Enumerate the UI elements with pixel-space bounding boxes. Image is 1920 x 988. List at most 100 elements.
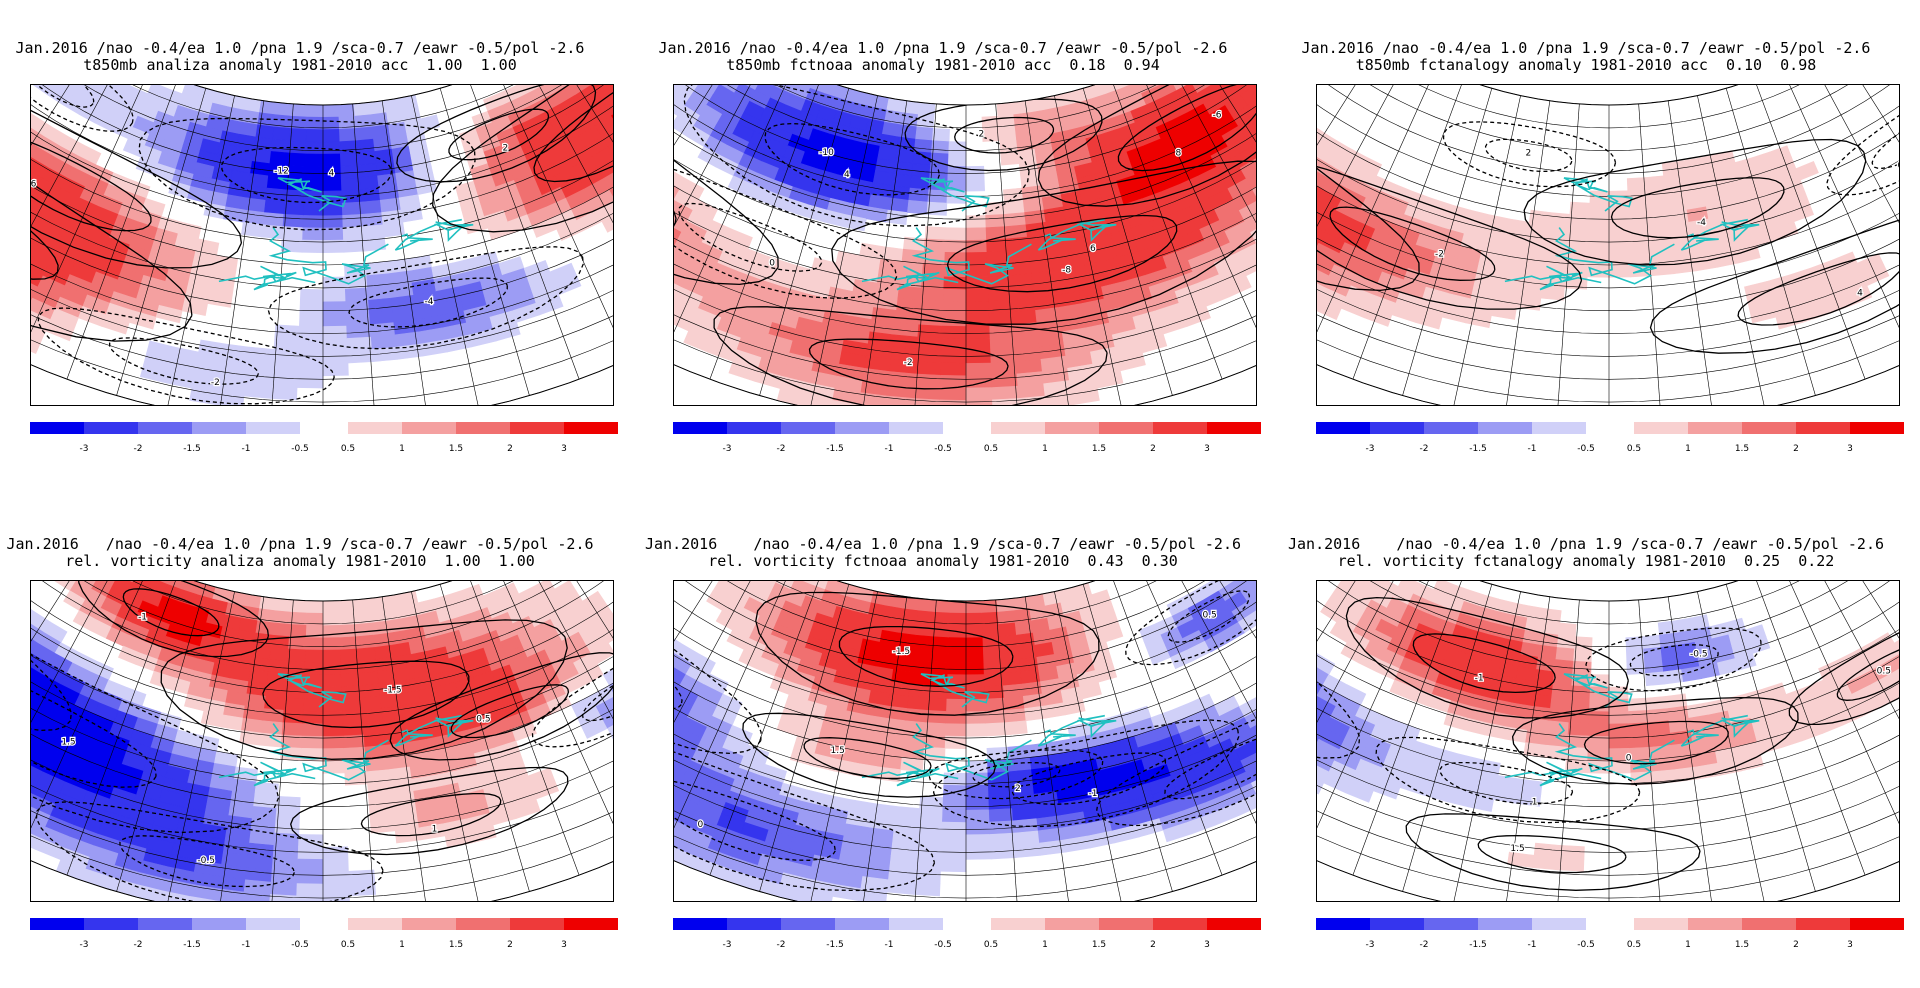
contour-line — [31, 132, 152, 232]
field-cell — [356, 138, 376, 154]
colorbar-tick-label: -2 — [1419, 444, 1429, 454]
field-cell — [939, 387, 967, 401]
field-cell — [594, 611, 613, 634]
parallel — [1370, 85, 1848, 152]
colorbar-tick-label: -0.5 — [934, 444, 952, 454]
field-cell — [601, 210, 613, 233]
field-cell — [1317, 771, 1325, 795]
contour-label: 0.5 — [1877, 667, 1891, 677]
parallel — [1317, 785, 1899, 853]
map-grid — [31, 85, 613, 405]
field-cell — [1364, 305, 1393, 327]
field-cell — [272, 622, 291, 638]
field-cell — [286, 164, 306, 179]
field-cell — [270, 373, 298, 388]
contour-label: 2 — [1525, 149, 1531, 159]
colorbar-segment — [1742, 918, 1796, 930]
colorbar-segment — [1424, 918, 1478, 930]
field-cell — [965, 288, 990, 303]
contour-label: -8 — [1062, 265, 1071, 275]
anomaly-field — [674, 85, 1256, 405]
coastline — [1504, 265, 1602, 291]
field-cell — [356, 634, 376, 650]
contour-line — [290, 766, 569, 856]
colorbar-segment — [1850, 918, 1904, 930]
field-cell — [992, 398, 1020, 405]
field-cell — [1567, 722, 1590, 737]
colorbar-segment — [1688, 918, 1742, 930]
colorbar-segment — [1478, 918, 1532, 930]
field-cell — [31, 331, 42, 355]
field-cell — [1414, 310, 1443, 330]
colorbar-tick-label: 1 — [1685, 940, 1691, 950]
field-cell — [1649, 236, 1673, 252]
colorbar-segment — [192, 422, 246, 434]
field-cell — [1789, 202, 1815, 223]
colorbar-tick-label: 2 — [507, 444, 513, 454]
field-cell — [322, 883, 350, 897]
field-cell — [912, 881, 941, 897]
field-cell — [339, 140, 358, 155]
contour-line — [1442, 121, 1617, 188]
parallel — [1370, 581, 1848, 648]
field-cell — [604, 94, 613, 117]
colorbar-tick-label: -0.5 — [291, 940, 309, 950]
contour-label: 6 — [1090, 244, 1096, 254]
field-cell — [1244, 706, 1256, 729]
contour-line — [1871, 106, 1899, 169]
coastlines — [1504, 177, 1760, 291]
field-cell — [1588, 723, 1610, 737]
field-cell — [553, 274, 582, 296]
field-cell — [981, 599, 999, 614]
colorbar-tick-label: 0.5 — [983, 444, 999, 454]
field-cell — [1608, 711, 1630, 725]
field-cell — [269, 385, 298, 401]
parallel — [1317, 212, 1899, 289]
field-cell — [290, 599, 308, 614]
field-cell — [512, 798, 541, 819]
field-cell — [261, 224, 284, 240]
field-cell — [607, 135, 613, 158]
field-cell — [273, 832, 300, 848]
colorbar-segment — [402, 918, 456, 930]
parallel — [674, 339, 1256, 403]
field-cell — [803, 394, 833, 405]
field-cell — [940, 846, 967, 860]
field-cell — [1005, 720, 1028, 736]
field-cell — [965, 178, 985, 192]
colorbar-segment — [348, 918, 402, 930]
field-cell — [340, 177, 361, 192]
field-cell — [306, 104, 324, 118]
colorbar — [673, 422, 1261, 434]
field-cell — [322, 153, 342, 167]
colorbar — [673, 918, 1261, 930]
field-cell — [1556, 634, 1576, 650]
contour-line — [31, 85, 243, 269]
parallel — [1317, 314, 1899, 380]
field-cell — [601, 706, 613, 729]
field-cell — [1003, 199, 1025, 215]
parallel — [31, 159, 613, 243]
colorbar-segment — [1532, 918, 1586, 930]
colorbar-segment — [1099, 918, 1153, 930]
map-frame: -1.5-1-0.500.511.52 — [673, 580, 1257, 902]
field-cell — [924, 722, 947, 737]
field-cell — [914, 361, 942, 376]
field-cell — [894, 806, 920, 822]
field-cell — [1235, 738, 1256, 762]
contour-line — [928, 749, 1104, 800]
panel-title-line2: rel. vorticity analiza anomaly 1981-2010… — [65, 552, 535, 570]
field-cell — [925, 710, 947, 725]
colorbar-tick-label: -3 — [1365, 940, 1375, 950]
colorbar-tick-label: 0.5 — [340, 940, 356, 950]
field-cell — [207, 291, 233, 308]
colorbar-segment — [1634, 422, 1688, 434]
contour-lines — [31, 581, 613, 901]
field-cell — [1548, 212, 1571, 227]
field-cell — [913, 373, 941, 388]
field-cell — [915, 622, 934, 638]
field-cell — [363, 236, 387, 252]
colorbar-segment — [781, 422, 835, 434]
field-cell — [1748, 635, 1771, 654]
colorbar-segment — [673, 422, 727, 434]
